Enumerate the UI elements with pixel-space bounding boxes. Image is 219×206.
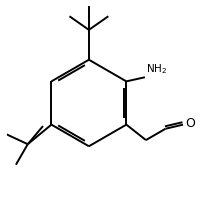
Text: O: O xyxy=(185,117,195,130)
Text: NH$_2$: NH$_2$ xyxy=(146,62,167,76)
